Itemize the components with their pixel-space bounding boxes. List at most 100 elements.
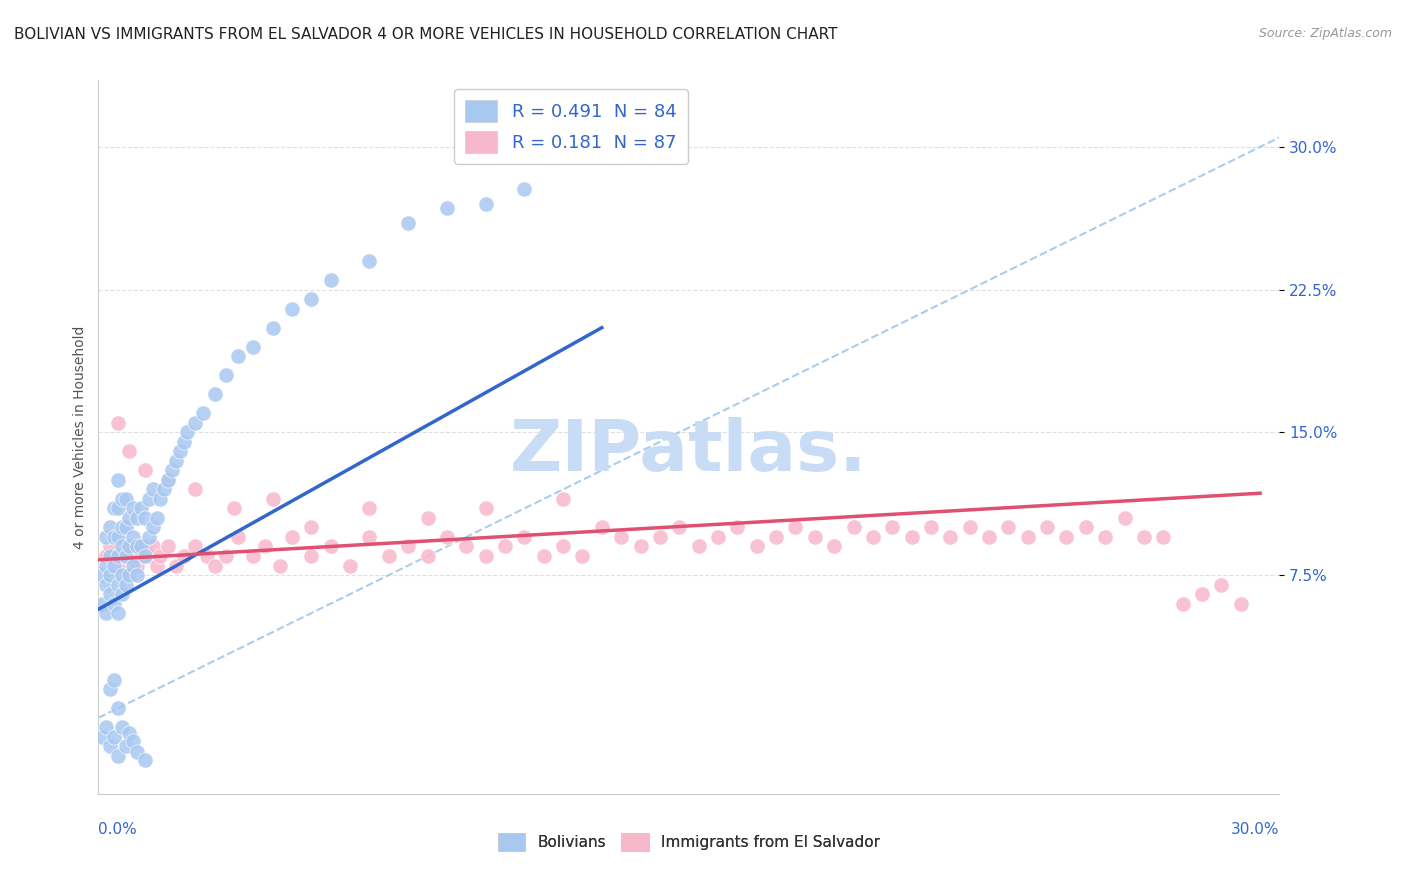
Point (184, 540, 207, 554)
Point (165, 558, 187, 573)
Point (111, 587, 134, 601)
Point (668, 520, 690, 534)
Point (96, 558, 118, 573)
Point (134, 511, 156, 525)
Point (96, 606, 118, 620)
Point (103, 558, 125, 573)
Point (551, 491, 574, 506)
Point (765, 530, 787, 544)
Point (149, 491, 172, 506)
Point (122, 501, 145, 516)
Point (165, 454, 187, 468)
Point (533, 549, 555, 563)
Point (107, 549, 129, 563)
Point (1191, 587, 1213, 601)
Point (591, 520, 613, 534)
Point (91, 568, 114, 582)
Point (122, 733, 145, 747)
Point (262, 320, 284, 334)
Point (111, 568, 134, 582)
Text: 0.0%: 0.0% (98, 822, 138, 838)
Point (474, 197, 496, 211)
Point (1114, 511, 1136, 525)
Point (103, 730, 125, 744)
Point (107, 501, 129, 516)
Point (98, 587, 121, 601)
Point (359, 254, 381, 268)
Point (114, 491, 136, 506)
Point (107, 416, 129, 430)
Point (176, 425, 198, 440)
Point (142, 540, 165, 554)
Point (138, 530, 160, 544)
Point (111, 520, 134, 534)
Point (118, 540, 141, 554)
Point (1094, 530, 1116, 544)
Point (1056, 530, 1078, 544)
Point (138, 549, 160, 563)
Point (145, 511, 167, 525)
Point (114, 577, 136, 591)
Point (319, 273, 342, 287)
Point (396, 216, 419, 230)
Point (299, 549, 322, 563)
Point (111, 720, 134, 734)
Point (1074, 520, 1097, 534)
Point (129, 540, 152, 554)
Point (997, 520, 1019, 534)
Point (416, 511, 439, 525)
Text: 30.0%: 30.0% (1232, 822, 1279, 838)
Point (107, 577, 129, 591)
Point (160, 463, 183, 477)
Point (114, 549, 136, 563)
Point (145, 558, 167, 573)
Point (114, 520, 136, 534)
Point (648, 530, 671, 544)
Text: BOLIVIAN VS IMMIGRANTS FROM EL SALVADOR 4 OR MORE VEHICLES IN HOUSEHOLD CORRELAT: BOLIVIAN VS IMMIGRANTS FROM EL SALVADOR … (14, 27, 838, 42)
Point (98, 520, 121, 534)
Point (184, 483, 207, 497)
Point (138, 491, 160, 506)
Point (157, 473, 180, 487)
Point (215, 549, 238, 563)
Point (242, 340, 264, 354)
Point (96, 720, 118, 734)
Point (688, 540, 710, 554)
Point (436, 201, 458, 215)
Point (107, 473, 129, 487)
Point (474, 501, 496, 516)
Point (157, 473, 180, 487)
Point (142, 520, 165, 534)
Point (204, 558, 226, 573)
Point (127, 558, 149, 573)
Point (96, 549, 118, 563)
Point (173, 434, 195, 449)
Point (153, 483, 176, 497)
Point (111, 491, 134, 506)
Point (149, 549, 172, 563)
Point (142, 483, 165, 497)
Point (111, 540, 134, 554)
Point (242, 549, 264, 563)
Point (169, 444, 191, 458)
Text: ZIPatlas.: ZIPatlas. (510, 417, 868, 486)
Y-axis label: 4 or more Vehicles in Household: 4 or more Vehicles in Household (73, 326, 87, 549)
Point (91, 597, 114, 611)
Point (122, 549, 145, 563)
Point (513, 182, 536, 196)
Text: Source: ZipAtlas.com: Source: ZipAtlas.com (1258, 27, 1392, 40)
Point (571, 549, 593, 563)
Point (436, 530, 458, 544)
Point (184, 416, 207, 430)
Point (551, 540, 574, 554)
Point (745, 540, 768, 554)
Point (114, 568, 136, 582)
Point (118, 726, 141, 740)
Point (1171, 597, 1194, 611)
Point (127, 511, 149, 525)
Point (882, 520, 904, 534)
Point (359, 530, 381, 544)
Point (222, 501, 245, 516)
Point (513, 530, 536, 544)
Point (127, 568, 149, 582)
